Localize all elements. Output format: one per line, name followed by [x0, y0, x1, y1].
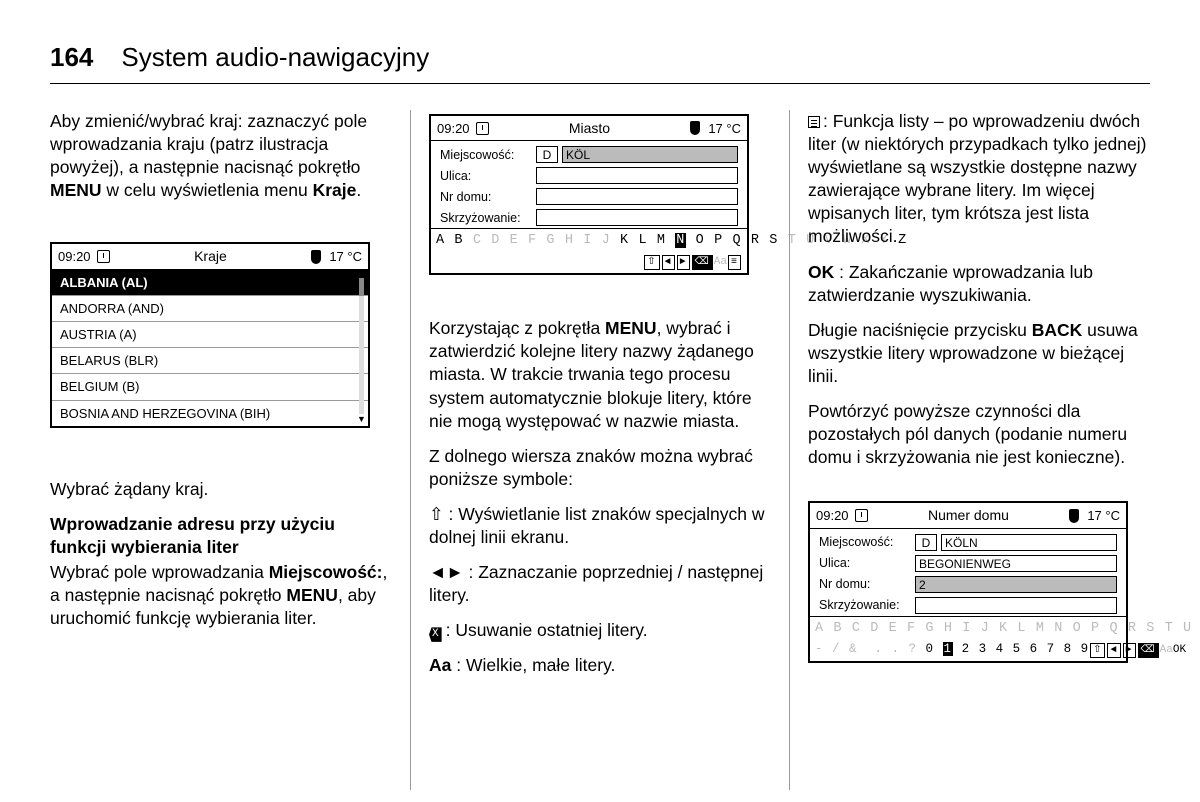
country-list: ALBANIA (AL) ANDORRA (AND) AUSTRIA (A) B… [52, 270, 368, 426]
thermometer-icon [690, 121, 700, 135]
column-3: : Funkcja listy – po wprowadzeniu dwóch … [789, 110, 1150, 790]
cross-field[interactable] [536, 209, 738, 226]
backspace-icon: X [429, 627, 442, 642]
col3-para3: Długie naciśnięcie przycisku BACK usuwa … [808, 319, 1150, 388]
nav-screen-housenr: 09:20 Numer domu 17 °C Miejscowość: D KÖ… [808, 501, 1128, 662]
country-row[interactable]: BELGIUM (B) [52, 374, 368, 400]
label-cross: Skrzyżowanie: [440, 210, 532, 227]
country-row[interactable]: AUSTRIA (A) [52, 322, 368, 348]
nav-screen-city: 09:20 Miasto 17 °C Miejscowość: D KÖL Ul… [429, 114, 749, 275]
street-field[interactable]: BEGONIENWEG [915, 555, 1117, 572]
col1-para2: Wybrać żądany kraj. [50, 478, 392, 501]
left-icon: ◄ [662, 255, 675, 270]
city-field[interactable]: KÖLN [941, 534, 1117, 551]
list-symbol-icon [808, 116, 820, 128]
label-street: Ulica: [819, 555, 911, 572]
list-icon: ≡ [728, 255, 741, 270]
house-field[interactable]: 2 [915, 576, 1117, 593]
label-city: Miejscowość: [819, 534, 911, 551]
content-columns: Aby zmienić/wybrać kraj: zaznaczyć pole … [50, 110, 1150, 790]
screen-header: 09:20 Miasto 17 °C [431, 116, 747, 141]
clock-icon [476, 122, 489, 135]
clock-icon [97, 250, 110, 263]
screen-time: 09:20 [816, 507, 849, 524]
scroll-down-icon[interactable]: ▼ [357, 414, 366, 424]
country-row[interactable]: BOSNIA AND HERZEGOVINA (BIH) [52, 401, 368, 426]
col2-sym4: Aa : Wielkie, małe litery. [429, 654, 771, 677]
country-code-field[interactable]: D [536, 146, 558, 163]
col2-sym2: ◄► : Zaznaczanie poprzedniej / następnej… [429, 561, 771, 607]
thermometer-icon [1069, 509, 1079, 523]
nav-screen-countries: 09:20 Kraje 17 °C ALBANIA (AL) ANDORRA (… [50, 242, 370, 427]
page-number: 164 [50, 42, 93, 73]
label-cross: Skrzyżowanie: [819, 597, 911, 614]
shift-icon: ⇧ [1090, 643, 1105, 658]
screen-time: 09:20 [437, 120, 470, 137]
city-field[interactable]: KÖL [562, 146, 738, 163]
screen-header: 09:20 Kraje 17 °C [52, 244, 368, 269]
keyboard-row1[interactable]: A B C D E F G H I J K L M N O P Q R S T … [431, 228, 747, 252]
house-field[interactable] [536, 188, 738, 205]
street-field[interactable] [536, 167, 738, 184]
screen-title: Kraje [116, 247, 306, 265]
screen-header: 09:20 Numer domu 17 °C [810, 503, 1126, 528]
label-house: Nr domu: [819, 576, 911, 593]
right-icon: ► [1123, 643, 1136, 658]
country-row[interactable]: ANDORRA (AND) [52, 296, 368, 322]
left-icon: ◄ [1107, 643, 1120, 658]
screen-temp: 17 °C [708, 120, 741, 137]
screen-temp: 17 °C [329, 248, 362, 265]
page-title: System audio-nawigacyjny [121, 42, 429, 73]
column-1: Aby zmienić/wybrać kraj: zaznaczyć pole … [50, 110, 410, 790]
cross-field[interactable] [915, 597, 1117, 614]
right-icon: ► [677, 255, 690, 270]
col1-para3: Wybrać pole wprowadzania Miejscowość:, a… [50, 561, 392, 630]
col2-para2: Z dolnego wiersza znaków można wybrać po… [429, 445, 771, 491]
col2-para1: Korzystając z pokrętła MENU, wybrać i za… [429, 317, 771, 432]
shift-icon: ⇧ [644, 255, 659, 270]
clock-icon [855, 509, 868, 522]
screen-time: 09:20 [58, 248, 91, 265]
thermometer-icon [311, 250, 321, 264]
col2-sym1: ⇧ : Wyświetlanie list znaków specjalnych… [429, 503, 771, 549]
country-row[interactable]: BELARUS (BLR) [52, 348, 368, 374]
address-form: Miejscowość: D KÖL Ulica: Nr domu: Skrzy… [431, 141, 747, 228]
label-street: Ulica: [440, 168, 532, 185]
col3-para4: Powtórzyć powyższe czynności dla pozosta… [808, 400, 1150, 469]
delete-icon: ⌫ [692, 255, 713, 270]
column-2: 09:20 Miasto 17 °C Miejscowość: D KÖL Ul… [410, 110, 789, 790]
label-house: Nr domu: [440, 189, 532, 206]
col2-sym3: X: Usuwanie ostatniej litery. [429, 619, 771, 642]
country-code-field[interactable]: D [915, 534, 937, 551]
screen-title: Miasto [495, 119, 685, 137]
scrollbar[interactable]: ▲ ▼ [357, 268, 366, 423]
label-city: Miejscowość: [440, 147, 532, 164]
col3-para1: : Funkcja listy – po wprowadzeniu dwóch … [808, 110, 1150, 249]
keyboard-row2[interactable]: ⇧◄►⌫Aa≡ [431, 252, 747, 273]
keyboard-row1[interactable]: A B C D E F G H I J K L M N O P Q R S T … [810, 616, 1126, 640]
screen-title: Numer domu [874, 506, 1064, 524]
country-row[interactable]: ALBANIA (AL) [52, 270, 368, 296]
delete-icon: ⌫ [1138, 643, 1159, 658]
col1-para1: Aby zmienić/wybrać kraj: zaznaczyć pole … [50, 110, 392, 202]
page-header: 164 System audio-nawigacyjny [50, 42, 1150, 84]
address-form: Miejscowość: D KÖLN Ulica: BEGONIENWEG N… [810, 529, 1126, 616]
screen-temp: 17 °C [1087, 507, 1120, 524]
scroll-up-icon[interactable]: ▲ [357, 268, 366, 278]
keyboard-row2[interactable]: - / & . . ? 0 1 2 3 4 5 6 7 8 9 ⇧◄►⌫AaOK [810, 640, 1126, 661]
col1-heading: Wprowadzanie adresu przy użyciu funkcji … [50, 513, 392, 559]
col3-para2: OK : Zakańczanie wprowadzania lub zatwie… [808, 261, 1150, 307]
